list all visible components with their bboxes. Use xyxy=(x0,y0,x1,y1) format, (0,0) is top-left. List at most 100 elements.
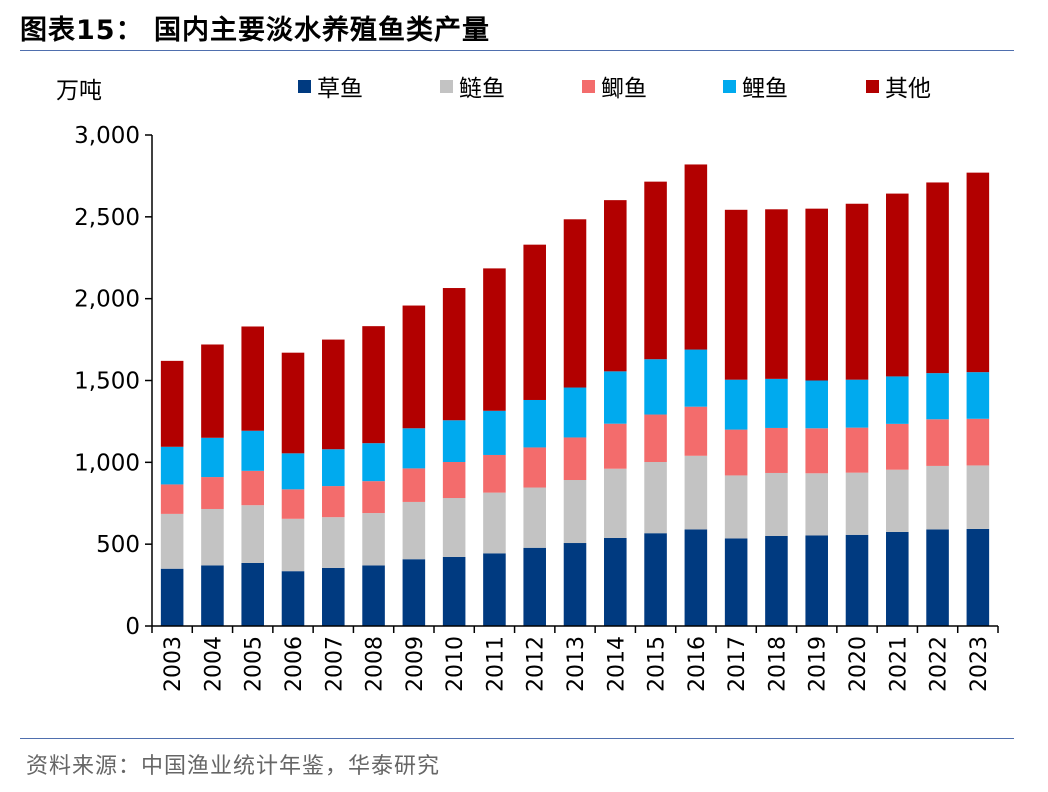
bar-2015-series-0 xyxy=(644,533,667,626)
bar-2007-series-0 xyxy=(322,567,345,626)
legend-label-1: 鲢鱼 xyxy=(459,76,505,102)
bar-2019-series-3 xyxy=(805,380,828,429)
bar-2010-series-3 xyxy=(442,420,466,462)
bar-2007-series-2 xyxy=(322,486,345,518)
x-tick-label: 2010 xyxy=(443,636,468,692)
bar-2012-series-4 xyxy=(523,244,546,400)
y-tick-label: 3,000 xyxy=(74,123,140,149)
bar-2023-series-4 xyxy=(966,172,990,373)
bar-2011-series-3 xyxy=(483,410,506,455)
bar-2014-series-1 xyxy=(604,468,627,538)
bar-2019-series-4 xyxy=(805,208,828,381)
bar-2012-series-0 xyxy=(523,547,546,626)
x-tick-label: 2019 xyxy=(806,636,831,692)
bar-2021-series-3 xyxy=(886,376,909,424)
bar-2017-series-3 xyxy=(724,379,748,430)
bar-2019-series-0 xyxy=(805,535,828,626)
bar-2017-series-2 xyxy=(724,429,748,476)
bar-2004-series-0 xyxy=(201,565,224,626)
x-tick-label: 2012 xyxy=(524,636,549,692)
bar-2014-series-2 xyxy=(604,423,627,469)
x-tick-label: 2013 xyxy=(564,636,589,692)
bar-2023-series-0 xyxy=(966,528,990,626)
x-tick-label: 2015 xyxy=(645,636,670,692)
legend-label-0: 草鱼 xyxy=(317,76,363,102)
bar-2008-series-4 xyxy=(362,326,385,444)
bar-2015-series-1 xyxy=(644,462,667,534)
x-tick-label: 2011 xyxy=(483,636,508,692)
bar-2016-series-2 xyxy=(684,406,708,456)
y-axis-unit-label: 万吨 xyxy=(56,78,102,104)
bar-2004-series-2 xyxy=(201,477,224,509)
legend-swatch-2 xyxy=(582,80,595,93)
bars-group xyxy=(160,164,990,626)
bar-2017-series-0 xyxy=(724,538,748,626)
bar-2018-series-4 xyxy=(765,209,788,379)
bar-2006-series-3 xyxy=(281,453,305,490)
bar-2012-series-3 xyxy=(523,399,546,448)
bar-2014-series-4 xyxy=(604,200,627,372)
bar-2020-series-0 xyxy=(845,534,869,626)
bar-2014-series-3 xyxy=(604,371,627,424)
bar-2018-series-2 xyxy=(765,427,788,473)
bar-2022-series-2 xyxy=(926,419,949,466)
x-tick-label: 2017 xyxy=(725,636,750,692)
bar-2003-series-0 xyxy=(160,568,184,626)
bar-2009-series-4 xyxy=(402,305,426,429)
bar-2016-series-0 xyxy=(684,529,708,626)
bar-2003-series-1 xyxy=(160,513,184,569)
y-tick-label: 500 xyxy=(96,532,140,558)
bar-2003-series-2 xyxy=(160,484,184,514)
legend-swatch-3 xyxy=(723,80,736,93)
bar-2008-series-1 xyxy=(362,513,385,566)
bar-2016-series-1 xyxy=(684,455,708,530)
bar-2003-series-3 xyxy=(160,446,184,485)
title-divider xyxy=(20,50,1014,51)
bar-2007-series-4 xyxy=(322,339,345,450)
bar-2012-series-1 xyxy=(523,487,546,548)
legend-label-3: 鲤鱼 xyxy=(742,76,788,102)
axes-group: 0 500 1,000 1,500 2,000 2,500 3,000 2003 2004 200… xyxy=(74,123,999,692)
legend: 草鱼 鲢鱼 鲫鱼 鲤鱼 其他 xyxy=(298,76,931,102)
x-tick-label: 2014 xyxy=(604,636,629,692)
y-tick-label: 0 xyxy=(125,614,140,640)
bar-2022-series-3 xyxy=(926,373,949,420)
x-tick-label: 2022 xyxy=(927,636,952,692)
bar-2013-series-1 xyxy=(563,480,587,544)
bar-2018-series-1 xyxy=(765,472,788,536)
bar-2005-series-2 xyxy=(241,470,264,506)
bar-2018-series-0 xyxy=(765,535,788,626)
bar-2023-series-1 xyxy=(966,465,990,529)
y-tick-label: 2,000 xyxy=(74,287,140,313)
bar-2005-series-0 xyxy=(241,562,264,626)
bar-2003-series-4 xyxy=(160,360,184,447)
x-tick-label: 2020 xyxy=(846,636,871,692)
x-tick-label: 2018 xyxy=(765,636,790,692)
bar-2021-series-0 xyxy=(886,531,909,626)
bar-2015-series-3 xyxy=(644,359,667,415)
x-tick-label: 2007 xyxy=(322,636,347,692)
bar-2020-series-4 xyxy=(845,203,869,380)
bar-2010-series-2 xyxy=(442,462,466,499)
legend-swatch-1 xyxy=(440,80,453,93)
bar-2009-series-3 xyxy=(402,428,426,469)
x-tick-label: 2021 xyxy=(886,636,911,692)
x-tick-label: 2005 xyxy=(242,636,267,692)
bar-2008-series-3 xyxy=(362,443,385,482)
bar-2011-series-4 xyxy=(483,268,506,411)
bar-2017-series-4 xyxy=(724,209,748,380)
bar-2008-series-2 xyxy=(362,481,385,514)
bar-2015-series-2 xyxy=(644,414,667,462)
y-tick-label: 1,000 xyxy=(74,450,140,476)
figure-title: 图表15： 国内主要淡水养殖鱼类产量 xyxy=(20,15,490,46)
y-tick-label: 2,500 xyxy=(74,205,140,231)
bar-2014-series-0 xyxy=(604,537,627,626)
bar-2011-series-1 xyxy=(483,492,506,554)
bar-2009-series-1 xyxy=(402,501,426,560)
bar-2013-series-3 xyxy=(563,387,587,438)
bar-2020-series-1 xyxy=(845,472,869,535)
bar-2010-series-0 xyxy=(442,556,466,626)
bar-2004-series-1 xyxy=(201,508,224,566)
bar-2017-series-1 xyxy=(724,475,748,539)
